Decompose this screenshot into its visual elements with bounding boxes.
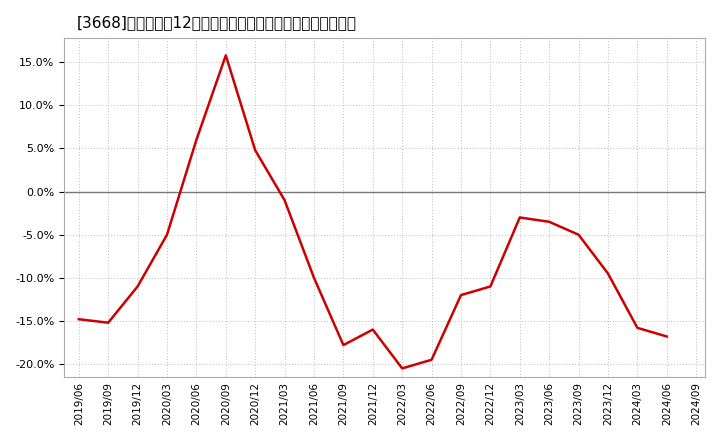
Text: [3668]　売上高の12か月移動合計の対前年同期増減率の推移: [3668] 売上高の12か月移動合計の対前年同期増減率の推移 [77, 15, 357, 30]
